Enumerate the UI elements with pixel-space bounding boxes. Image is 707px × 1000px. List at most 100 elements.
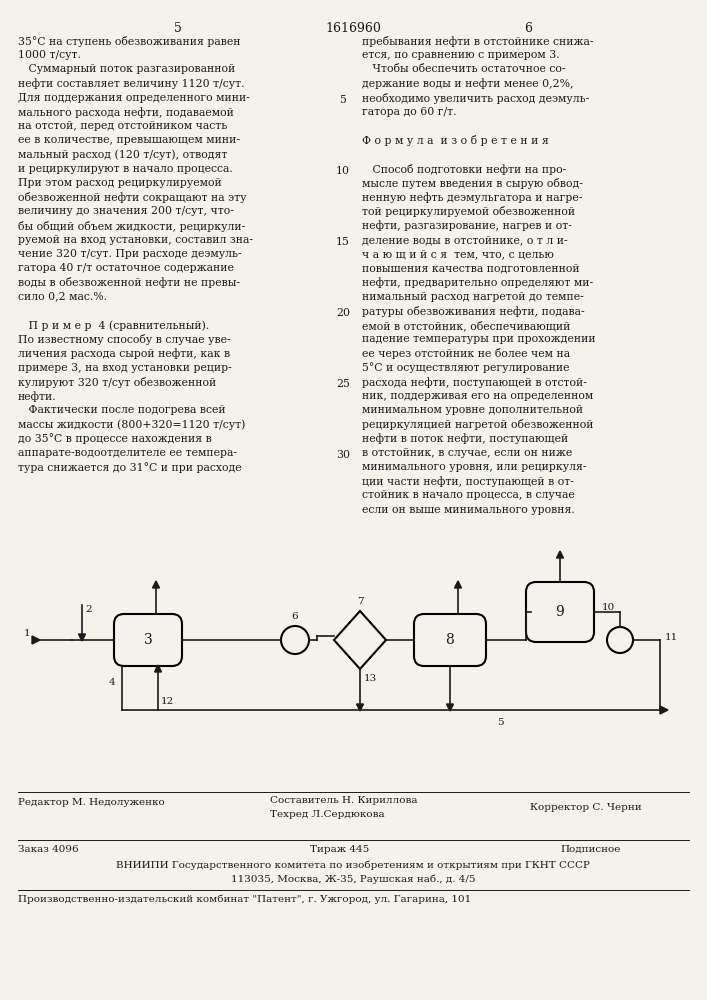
- Text: Подписное: Подписное: [560, 845, 620, 854]
- Text: пребывания нефти в отстойнике снижа-: пребывания нефти в отстойнике снижа-: [362, 36, 593, 47]
- Text: 7: 7: [357, 597, 363, 606]
- Text: расхода нефти, поступающей в отстой-: расхода нефти, поступающей в отстой-: [362, 377, 587, 388]
- Text: 10: 10: [602, 602, 615, 611]
- Text: 4: 4: [109, 678, 115, 687]
- Text: гатора до 60 г/т.: гатора до 60 г/т.: [362, 107, 457, 117]
- Text: тура снижается до 31°C и при расходе: тура снижается до 31°C и при расходе: [18, 462, 242, 473]
- Text: По известному способу в случае уве-: По известному способу в случае уве-: [18, 334, 230, 345]
- Text: мысле путем введения в сырую обвод-: мысле путем введения в сырую обвод-: [362, 178, 583, 189]
- Text: ее через отстойник не более чем на: ее через отстойник не более чем на: [362, 348, 570, 359]
- Text: Ф о р м у л а  и з о б р е т е н и я: Ф о р м у л а и з о б р е т е н и я: [362, 135, 549, 146]
- Text: воды в обезвоженной нефти не превы-: воды в обезвоженной нефти не превы-: [18, 277, 240, 288]
- Text: 9: 9: [556, 605, 564, 619]
- Text: 113035, Москва, Ж-35, Раушская наб., д. 4/5: 113035, Москва, Ж-35, Раушская наб., д. …: [230, 874, 475, 884]
- Text: Суммарный поток разгазированной: Суммарный поток разгазированной: [18, 64, 235, 74]
- Polygon shape: [155, 665, 161, 672]
- Text: в отстойник, в случае, если он ниже: в отстойник, в случае, если он ниже: [362, 448, 572, 458]
- Text: падение температуры при прохождении: падение температуры при прохождении: [362, 334, 595, 344]
- Polygon shape: [447, 704, 453, 711]
- Text: сило 0,2 мас.%.: сило 0,2 мас.%.: [18, 292, 107, 302]
- Text: аппарате-водоотделителе ее темпера-: аппарате-водоотделителе ее темпера-: [18, 448, 237, 458]
- Text: 5: 5: [174, 22, 182, 35]
- Text: Корректор С. Черни: Корректор С. Черни: [530, 803, 642, 812]
- FancyBboxPatch shape: [414, 614, 486, 666]
- Text: деление воды в отстойнике, о т л и-: деление воды в отстойнике, о т л и-: [362, 235, 568, 245]
- Text: держание воды и нефти менее 0,2%,: держание воды и нефти менее 0,2%,: [362, 79, 573, 89]
- Polygon shape: [153, 581, 160, 588]
- Text: повышения качества подготовленной: повышения качества подготовленной: [362, 263, 580, 273]
- Text: нефти в поток нефти, поступающей: нефти в поток нефти, поступающей: [362, 434, 568, 444]
- Text: емой в отстойник, обеспечивающий: емой в отстойник, обеспечивающий: [362, 320, 571, 331]
- Text: нефти, разгазирование, нагрев и от-: нефти, разгазирование, нагрев и от-: [362, 221, 572, 231]
- Text: мального расхода нефти, подаваемой: мального расхода нефти, подаваемой: [18, 107, 234, 118]
- Text: гатора 40 г/т остаточное содержание: гатора 40 г/т остаточное содержание: [18, 263, 234, 273]
- Text: нефти составляет величину 1120 т/сут.: нефти составляет величину 1120 т/сут.: [18, 79, 245, 89]
- Text: руемой на вход установки, составил зна-: руемой на вход установки, составил зна-: [18, 235, 253, 245]
- Text: 15: 15: [336, 237, 350, 247]
- Text: и рециркулируют в начало процесса.: и рециркулируют в начало процесса.: [18, 164, 233, 174]
- Text: ненную нефть деэмульгатора и нагре-: ненную нефть деэмульгатора и нагре-: [362, 192, 583, 203]
- Polygon shape: [356, 704, 363, 711]
- Text: 1616960: 1616960: [325, 22, 381, 35]
- Text: 30: 30: [336, 450, 350, 460]
- Text: нимальный расход нагретой до темпе-: нимальный расход нагретой до темпе-: [362, 292, 584, 302]
- Text: 3: 3: [144, 633, 153, 647]
- Text: 6: 6: [524, 22, 532, 35]
- Text: массы жидкости (800+320=1120 т/сут): массы жидкости (800+320=1120 т/сут): [18, 419, 245, 430]
- Text: Фактически после подогрева всей: Фактически после подогрева всей: [18, 405, 226, 415]
- Text: Тираж 445: Тираж 445: [310, 845, 369, 854]
- Text: 5°C и осуществляют регулирование: 5°C и осуществляют регулирование: [362, 363, 570, 373]
- Text: Составитель Н. Кириллова: Составитель Н. Кириллова: [270, 796, 418, 805]
- Text: Чтобы обеспечить остаточное со-: Чтобы обеспечить остаточное со-: [362, 64, 566, 74]
- Text: минимального уровня, или рециркуля-: минимального уровня, или рециркуля-: [362, 462, 587, 472]
- FancyBboxPatch shape: [526, 582, 594, 642]
- Text: 25: 25: [336, 379, 350, 389]
- Text: Заказ 4096: Заказ 4096: [18, 845, 78, 854]
- Text: Для поддержания определенного мини-: Для поддержания определенного мини-: [18, 93, 250, 103]
- Text: обезвоженной нефти сокращают на эту: обезвоженной нефти сокращают на эту: [18, 192, 247, 203]
- Text: 5: 5: [497, 718, 503, 727]
- Text: 6: 6: [292, 612, 298, 621]
- Text: 35°C на ступень обезвоживания равен: 35°C на ступень обезвоживания равен: [18, 36, 240, 47]
- Text: ч а ю щ и й с я  тем, что, с целью: ч а ю щ и й с я тем, что, с целью: [362, 249, 554, 259]
- Text: 12: 12: [161, 697, 174, 706]
- Text: Редактор М. Недолуженко: Редактор М. Недолуженко: [18, 798, 165, 807]
- Polygon shape: [334, 611, 386, 669]
- Text: величину до значения 200 т/сут, что-: величину до значения 200 т/сут, что-: [18, 206, 234, 216]
- Text: нефти.: нефти.: [18, 391, 57, 402]
- Text: 2: 2: [85, 605, 92, 614]
- Text: 5: 5: [339, 95, 346, 105]
- Circle shape: [281, 626, 309, 654]
- Text: стойник в начало процесса, в случае: стойник в начало процесса, в случае: [362, 490, 575, 500]
- Text: бы общий объем жидкости, рециркули-: бы общий объем жидкости, рециркули-: [18, 221, 245, 232]
- Text: примере 3, на вход установки рецир-: примере 3, на вход установки рецир-: [18, 363, 232, 373]
- Polygon shape: [32, 636, 40, 644]
- Text: ВНИИПИ Государственного комитета по изобретениям и открытиям при ГКНТ СССР: ВНИИПИ Государственного комитета по изоб…: [116, 860, 590, 869]
- Text: необходимо увеличить расход деэмуль-: необходимо увеличить расход деэмуль-: [362, 93, 589, 104]
- Text: минимальном уровне дополнительной: минимальном уровне дополнительной: [362, 405, 583, 415]
- Polygon shape: [78, 634, 86, 641]
- Text: ции части нефти, поступающей в от-: ции части нефти, поступающей в от-: [362, 476, 574, 487]
- Text: 20: 20: [336, 308, 350, 318]
- Text: чение 320 т/сут. При расходе деэмуль-: чение 320 т/сут. При расходе деэмуль-: [18, 249, 242, 259]
- Text: на отстой, перед отстойником часть: на отстой, перед отстойником часть: [18, 121, 227, 131]
- Text: 8: 8: [445, 633, 455, 647]
- Text: 13: 13: [364, 674, 378, 683]
- Text: 1000 т/сут.: 1000 т/сут.: [18, 50, 81, 60]
- Text: Производственно-издательский комбинат "Патент", г. Ужгород, ул. Гагарина, 101: Производственно-издательский комбинат "П…: [18, 895, 472, 904]
- Text: ее в количестве, превышающем мини-: ее в количестве, превышающем мини-: [18, 135, 240, 145]
- FancyBboxPatch shape: [114, 614, 182, 666]
- Circle shape: [607, 627, 633, 653]
- Text: рециркуляцией нагретой обезвоженной: рециркуляцией нагретой обезвоженной: [362, 419, 593, 430]
- Polygon shape: [455, 581, 462, 588]
- Text: При этом расход рециркулируемой: При этом расход рециркулируемой: [18, 178, 222, 188]
- Polygon shape: [556, 551, 563, 558]
- Text: личения расхода сырой нефти, как в: личения расхода сырой нефти, как в: [18, 348, 230, 359]
- Text: 1: 1: [23, 629, 30, 638]
- Text: 10: 10: [336, 166, 350, 176]
- Text: 11: 11: [665, 634, 678, 643]
- Text: до 35°C в процессе нахождения в: до 35°C в процессе нахождения в: [18, 434, 212, 444]
- Text: ник, поддерживая его на определенном: ник, поддерживая его на определенном: [362, 391, 593, 401]
- Text: ратуры обезвоживания нефти, подава-: ратуры обезвоживания нефти, подава-: [362, 306, 585, 317]
- Text: той рециркулируемой обезвоженной: той рециркулируемой обезвоженной: [362, 206, 575, 217]
